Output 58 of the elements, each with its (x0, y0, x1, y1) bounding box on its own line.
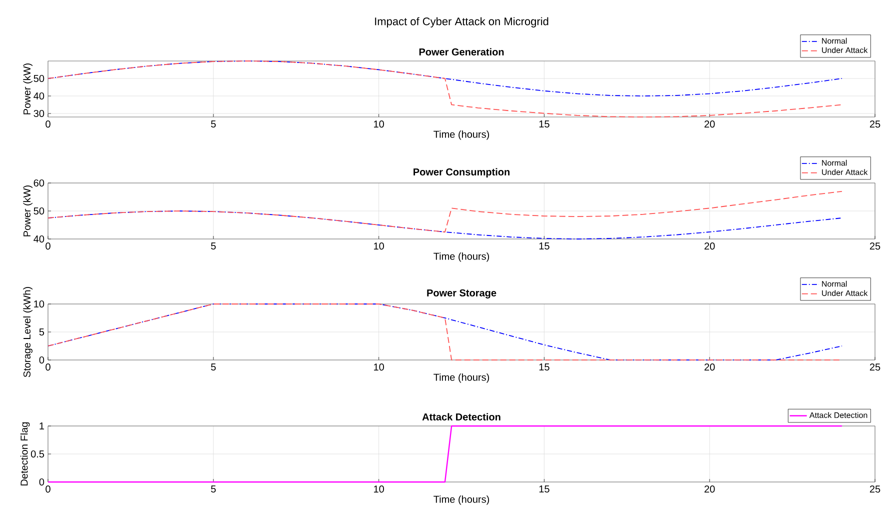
x-axis-title: Time (hours) (434, 495, 490, 505)
text: Impact of Cyber Attack on Microgrid (375, 17, 548, 28)
x-tick-label: 10 (374, 120, 384, 128)
x-tick-label: 10 (374, 486, 384, 493)
legend-label: Under Attack (822, 290, 868, 296)
y-tick-label: 0 (39, 356, 44, 364)
x-axis-title: Time (hours) (434, 373, 490, 383)
legend-label: Normal (822, 160, 847, 166)
x-tick-label: 15 (539, 120, 550, 128)
x-tick-label: 20 (704, 120, 715, 128)
x-tick-label: 10 (374, 364, 384, 371)
x-tick-label: 0 (46, 242, 50, 250)
y-tick-label: 40 (34, 235, 44, 243)
legend-label: Under Attack (822, 47, 868, 54)
y-tick-label: 1 (40, 422, 44, 430)
x-tick-label: 15 (539, 486, 550, 492)
y-axis-title: Power (kW) (23, 64, 32, 114)
x-tick-label: 5 (211, 120, 216, 128)
x-tick-label: 25 (870, 120, 880, 128)
y-tick-label: 50 (34, 207, 44, 215)
chart-title: Power Generation (419, 48, 504, 56)
y-axis-title: Storage Level (kWh) (23, 287, 32, 378)
y-tick-label: 60 (34, 179, 44, 187)
legend-label: Under Attack (822, 169, 868, 176)
line-series (48, 60, 842, 118)
line-series (48, 304, 842, 360)
x-tick-label: 20 (704, 242, 715, 250)
y-tick-label: 50 (34, 74, 44, 82)
chart-title: Power Consumption (414, 168, 510, 178)
x-tick-label: 5 (211, 242, 216, 250)
x-tick-label: 0 (46, 120, 50, 128)
y-tick-label: 0 (39, 478, 44, 486)
x-tick-label: 5 (211, 364, 216, 370)
y-tick-label: 0.5 (30, 450, 44, 458)
y-tick-label: 40 (34, 92, 44, 100)
x-tick-label: 20 (704, 486, 715, 493)
x-tick-label: 15 (539, 364, 550, 370)
y-tick-label: 5 (39, 328, 44, 336)
legend-label: Attack Detection (809, 412, 868, 418)
x-tick-label: 25 (870, 364, 880, 371)
x-tick-label: 5 (211, 486, 216, 492)
chart-title: Attack Detection (422, 413, 500, 420)
legend-label: Normal (822, 38, 847, 44)
chart-title: Power Storage (427, 289, 496, 298)
x-tick-label: 25 (870, 242, 880, 250)
y-tick-label: 30 (34, 110, 44, 118)
y-axis-title: Power (kW) (23, 186, 32, 236)
legend-label: Normal (822, 280, 847, 287)
x-tick-label: 0 (46, 364, 50, 371)
x-tick-label: 15 (539, 242, 550, 250)
x-tick-label: 25 (870, 486, 880, 493)
x-tick-label: 20 (704, 364, 715, 371)
y-tick-label: 10 (34, 300, 44, 308)
x-tick-label: 10 (374, 242, 384, 250)
x-axis-title: Time (hours) (434, 252, 490, 262)
x-axis-title: Time (hours) (434, 130, 490, 140)
x-tick-label: 0 (46, 486, 50, 493)
y-axis-title: Detection Flag (20, 422, 30, 486)
